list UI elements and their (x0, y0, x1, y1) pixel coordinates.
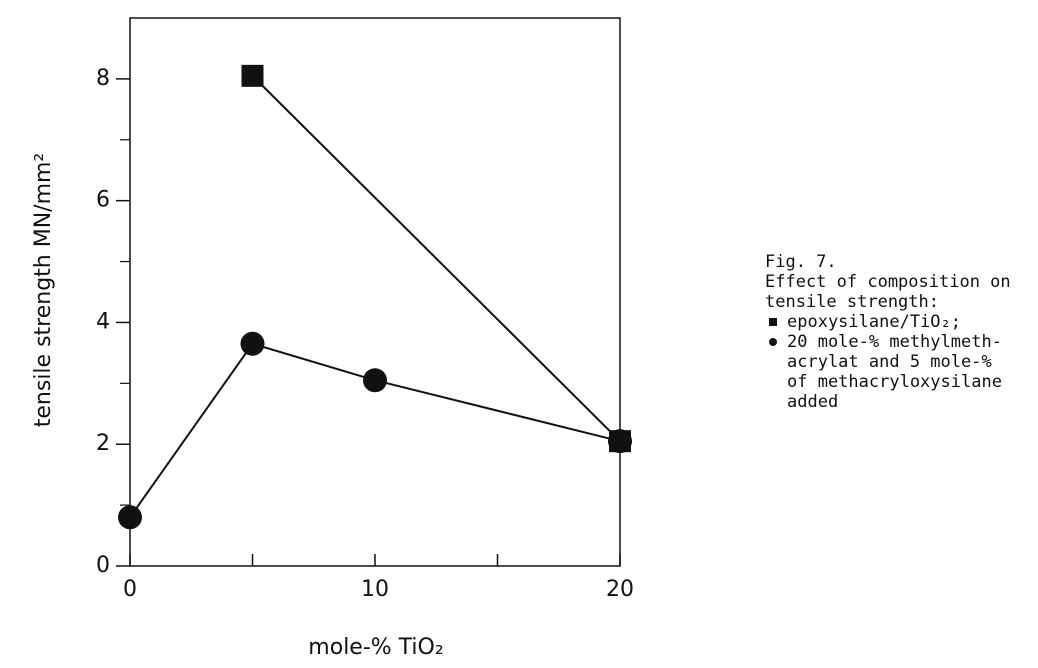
y-tick-label: 0 (96, 553, 110, 578)
circle-marker (608, 429, 632, 454)
y-tick-label: 8 (96, 66, 110, 91)
y-tick-label: 6 (96, 188, 110, 213)
circle-marker (363, 368, 387, 393)
caption-line: Effect of composition on (765, 272, 1011, 292)
y-tick-label: 4 (96, 309, 110, 334)
x-tick-label: 10 (361, 577, 389, 602)
caption-line: tensile strength: (765, 292, 939, 312)
legend-label: epoxysilane/TiO₂; (787, 312, 961, 332)
circle-marker (118, 505, 142, 530)
legend-square (769, 318, 777, 326)
square-marker (241, 64, 264, 87)
caption-line: Fig. 7. (765, 252, 837, 272)
legend-label: 20 mole-% methylmeth-acrylat and 5 mole-… (787, 332, 1002, 412)
plot-frame (129, 17, 621, 567)
circle-marker (240, 331, 265, 356)
y-tick-label: 2 (96, 431, 110, 456)
legend-circle (769, 338, 777, 346)
x-tick-label: 0 (123, 577, 137, 602)
series-line (129, 342, 621, 518)
x-tick-label: 20 (606, 577, 634, 602)
x-axis-label: mole-% TiO₂ (308, 635, 443, 660)
y-axis-label: tensile strength MN/mm² (31, 153, 56, 428)
series-line (251, 75, 621, 442)
